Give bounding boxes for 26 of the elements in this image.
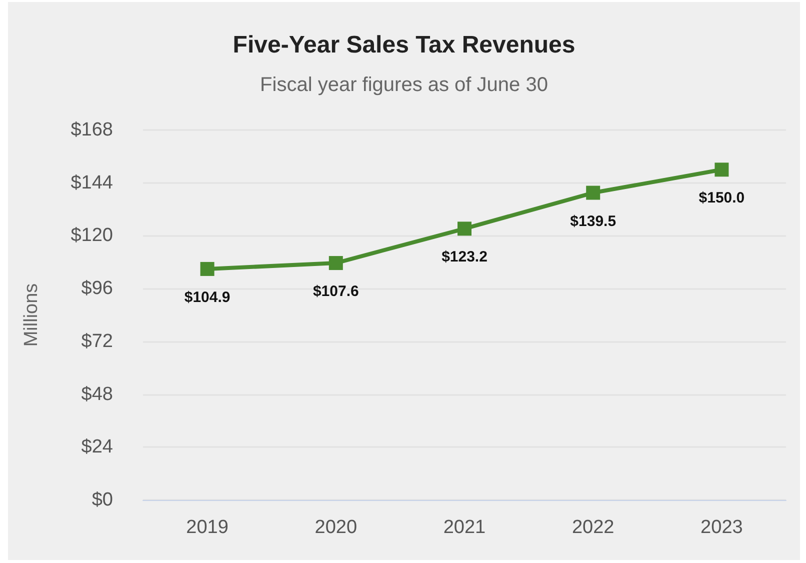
x-tick-label: 2019 bbox=[186, 517, 228, 538]
data-label: $139.5 bbox=[570, 212, 616, 230]
y-tick-label: $144 bbox=[70, 172, 114, 194]
point bbox=[586, 186, 600, 200]
data-label: $107.6 bbox=[312, 283, 359, 300]
y-tick-label: $24 bbox=[81, 436, 114, 458]
point bbox=[200, 262, 214, 276]
data-label: $123.2 bbox=[442, 248, 488, 266]
chart-subtitle: Fiscal year figures as of June 30 bbox=[260, 74, 548, 96]
x-tick-label: 2022 bbox=[572, 517, 614, 538]
point bbox=[328, 256, 343, 270]
x-tick-label: 2021 bbox=[443, 517, 486, 538]
y-tick-label: $168 bbox=[70, 120, 113, 140]
y-axis-title: Millions bbox=[21, 283, 42, 347]
point bbox=[458, 222, 472, 236]
chart-title: Five-Year Sales Tax Revenues bbox=[232, 32, 576, 58]
y-tick-label: $72 bbox=[81, 330, 113, 352]
x-tick-label: 2020 bbox=[314, 517, 358, 538]
data-label: $150.0 bbox=[698, 190, 745, 207]
y-tick-label: $0 bbox=[92, 490, 113, 510]
y-tick-label: $96 bbox=[81, 278, 113, 300]
y-tick-label: $120 bbox=[70, 225, 113, 246]
x-tick-label: 2023 bbox=[700, 517, 743, 538]
y-tick-label: $48 bbox=[81, 384, 113, 405]
point bbox=[714, 162, 729, 177]
data-label: $104.9 bbox=[184, 288, 230, 306]
